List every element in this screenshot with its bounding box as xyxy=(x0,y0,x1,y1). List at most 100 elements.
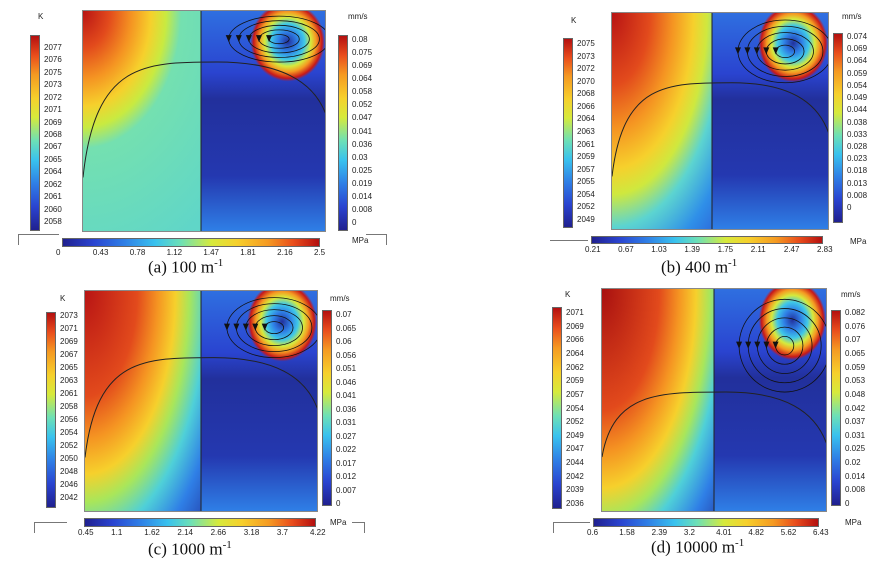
tick-label: 2046 xyxy=(60,480,78,489)
tick-label: 2064 xyxy=(566,348,584,358)
temperature-field xyxy=(612,13,712,229)
tick-label: 2075 xyxy=(44,67,62,77)
tick-label: 3.7 xyxy=(276,528,288,537)
tick-label: 2.83 xyxy=(817,245,833,254)
tick-label: 0.069 xyxy=(847,44,868,54)
tick-label: 0.02 xyxy=(845,458,861,468)
tick-label: 0.076 xyxy=(845,321,866,331)
tick-label: 0.049 xyxy=(847,93,868,103)
temperature-unit: K xyxy=(571,16,577,25)
streamline xyxy=(268,34,290,45)
tick-label: 0.047 xyxy=(352,113,373,123)
tick-label: 2075 xyxy=(577,39,595,48)
tick-label: 0.059 xyxy=(847,68,868,78)
tick-label: 2.39 xyxy=(651,528,668,537)
tick-label: 2061 xyxy=(60,389,78,398)
tick-label: 2063 xyxy=(577,127,595,136)
tick-label: 2044 xyxy=(566,458,584,468)
tick-label: 2052 xyxy=(566,417,584,427)
tick-label: 2073 xyxy=(44,80,62,90)
temperature-field xyxy=(602,289,714,511)
tick-label: 0.046 xyxy=(336,377,357,387)
tick-label: 2057 xyxy=(577,164,595,174)
flow-arrow xyxy=(763,47,770,55)
tick-label: 2058 xyxy=(60,402,78,411)
tick-label: 0.07 xyxy=(845,335,861,345)
stress-colorbar xyxy=(593,518,819,527)
tick-label: 2059 xyxy=(566,376,584,386)
panel-d: K mm/s MPa (d) 10000 m-1 2071 2069 2066 206… xyxy=(445,282,890,564)
tick-label: 0.08 xyxy=(352,35,368,44)
tick-label: 2039 xyxy=(566,485,584,495)
velocity-field xyxy=(201,11,325,231)
tick-label: 1.81 xyxy=(240,248,256,257)
tick-label: 2067 xyxy=(60,350,78,359)
flow-arrow xyxy=(223,323,230,331)
tick-label: 0.023 xyxy=(847,154,868,164)
flow-arrow xyxy=(242,323,249,331)
streamline xyxy=(258,29,300,49)
flow-arrow xyxy=(772,47,779,55)
tick-label: 0.048 xyxy=(845,389,866,399)
tick-label: 1.39 xyxy=(684,245,700,254)
tick-label: 0.053 xyxy=(845,376,866,386)
stress-colorbar xyxy=(84,518,316,527)
tick-label: 0.6 xyxy=(587,528,599,537)
streamline xyxy=(254,315,294,341)
tick-label: 0.033 xyxy=(847,129,868,139)
temperature-field xyxy=(83,11,201,231)
contour-plot xyxy=(601,288,827,512)
tick-label: 0.025 xyxy=(845,444,866,454)
velocity-unit: mm/s xyxy=(841,290,861,299)
stress-colorbar xyxy=(62,238,320,247)
tick-label: 2073 xyxy=(577,51,595,61)
tick-label: 2050 xyxy=(60,454,78,463)
temperature-colorbar xyxy=(563,38,573,228)
stress-unit: MPa xyxy=(850,237,867,246)
flow-streamlines xyxy=(612,13,828,229)
temperature-colorbar xyxy=(552,307,562,509)
flow-arrow xyxy=(745,341,752,349)
tick-label: 5.62 xyxy=(780,528,797,537)
tick-label: 0.037 xyxy=(845,417,866,427)
tick-label: 0.042 xyxy=(845,403,866,413)
tick-label: 0.022 xyxy=(336,445,357,454)
flow-arrow xyxy=(266,35,273,43)
tick-label: 2.14 xyxy=(177,528,193,537)
tick-label: 2062 xyxy=(566,362,584,372)
tick-label: 0.054 xyxy=(847,80,868,90)
tick-label: 2052 xyxy=(60,441,78,450)
tick-label: 3.18 xyxy=(243,528,260,537)
tick-label: 0.069 xyxy=(352,61,373,71)
tick-label: 0.43 xyxy=(92,248,109,257)
tick-label: 2069 xyxy=(566,321,584,331)
panel-a: K mm/s MPa (a) 100 m-1 2077 2076 2075 2073 2… xyxy=(0,0,445,282)
tick-label: 2054 xyxy=(566,403,584,413)
tick-label: 0 xyxy=(845,499,850,508)
tick-label: 2066 xyxy=(566,335,584,345)
tick-label: 2054 xyxy=(60,428,78,437)
tick-label: 2076 xyxy=(44,55,62,65)
tick-label: 0.008 xyxy=(352,204,373,214)
caption: (d) 10000 m-1 xyxy=(651,537,745,557)
temperature-unit: K xyxy=(60,294,66,303)
flow-streamlines xyxy=(83,11,325,231)
tick-label: 0.014 xyxy=(352,191,373,201)
temperature-unit: K xyxy=(38,12,44,21)
tick-label: 2057 xyxy=(566,389,584,399)
velocity-field xyxy=(714,289,826,511)
streamline xyxy=(738,298,826,393)
flow-arrow xyxy=(772,341,779,349)
tick-label: 0.082 xyxy=(845,308,866,317)
streamline xyxy=(264,321,285,335)
tick-label: 0.041 xyxy=(352,126,373,136)
tick-label: 4.82 xyxy=(748,528,764,537)
tick-label: 2067 xyxy=(44,142,62,152)
caption: (b) 400 m-1 xyxy=(661,257,738,277)
tick-label: 2071 xyxy=(566,308,584,317)
tick-label: 2059 xyxy=(577,152,595,162)
panel-b: K mm/s MPa (b) 400 m-1 2075 2073 2072 2070 2… xyxy=(445,0,890,282)
flow-arrow xyxy=(252,323,259,331)
contour-plot xyxy=(611,12,829,230)
velocity-colorbar xyxy=(338,35,348,231)
